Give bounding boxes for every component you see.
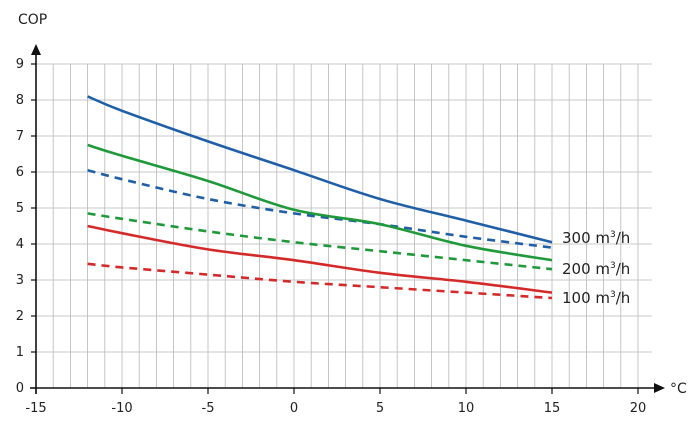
series-labels: 300 m3/h 200 m3/h 100 m3/h <box>562 229 630 307</box>
series-label-300: 300 m3/h <box>562 229 630 247</box>
tick-labels: -15 -10 -5 0 5 10 15 20 0 1 2 3 4 5 6 7 8 9 <box>16 57 647 416</box>
x-axis-arrow <box>654 383 665 393</box>
series-line-blue-dashed <box>87 168 553 249</box>
series-line-red-dashed <box>87 262 553 300</box>
series-line-blue-solid <box>87 95 553 244</box>
x-axis-title: °C <box>670 381 687 397</box>
y-tick-label: 6 <box>16 165 24 180</box>
x-tick-label: 15 <box>544 401 561 416</box>
y-tick-label: 9 <box>16 57 24 72</box>
series-label-100: 100 m3/h <box>562 289 630 307</box>
x-tick-label: 10 <box>458 401 475 416</box>
series-lines <box>87 95 553 300</box>
series-line-green-dashed <box>87 212 553 271</box>
x-tick-label: -5 <box>202 401 215 416</box>
y-tick-label: 2 <box>16 309 24 324</box>
y-axis-title: COP <box>18 12 47 28</box>
x-tick-label: -15 <box>25 401 46 416</box>
y-tick-label: 7 <box>16 129 24 144</box>
series-line-green-solid <box>87 143 553 262</box>
y-tick-label: 4 <box>16 237 24 252</box>
x-tick-label: -10 <box>111 401 132 416</box>
x-tick-label: 5 <box>376 401 384 416</box>
y-tick-label: 1 <box>16 345 24 360</box>
x-tick-label: 20 <box>630 401 647 416</box>
series-line-red-solid <box>87 224 553 294</box>
y-tick-label: 3 <box>16 273 24 288</box>
y-tick-label: 5 <box>16 201 24 216</box>
y-tick-label: 0 <box>16 381 24 396</box>
series-label-200: 200 m3/h <box>562 260 630 278</box>
y-axis-arrow <box>31 44 41 55</box>
y-tick-label: 8 <box>16 93 24 108</box>
x-tick-label: 0 <box>290 401 298 416</box>
